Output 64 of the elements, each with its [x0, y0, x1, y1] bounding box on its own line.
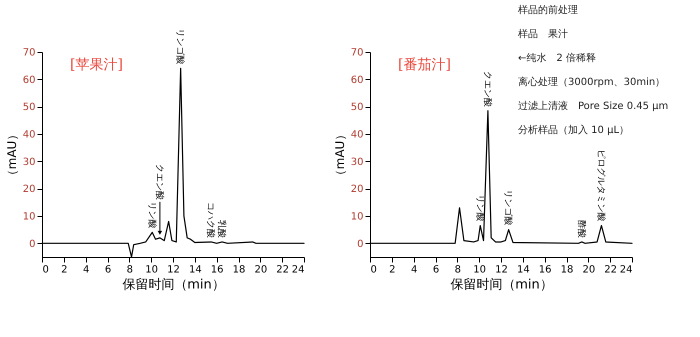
x-tick-label: 18 — [232, 264, 246, 276]
x-tick-label: 12 — [167, 264, 180, 276]
x-tick-label: 16 — [538, 264, 552, 276]
x-tick-label: 6 — [104, 264, 112, 276]
y-tick-label: 40 — [350, 130, 364, 140]
annotation: ←纯水 2 倍稀释 — [518, 52, 596, 64]
y-tick-label: 20 — [350, 184, 364, 196]
annotation: ピログルタミン酸 — [595, 150, 606, 222]
y-tick-label: 60 — [350, 74, 364, 86]
x-tick-label: 24 — [292, 264, 304, 276]
x-tick-label: 20 — [582, 264, 596, 276]
annotation: リンゴ酸 — [502, 190, 514, 226]
annotation: 酢酸 — [576, 220, 587, 238]
x-tick-label: 4 — [82, 264, 90, 276]
y-tick-label: 30 — [350, 156, 364, 168]
y-tick-label: 50 — [350, 102, 364, 114]
y-tick-label: 20 — [22, 184, 36, 196]
x-axis-title: 保留时间（min） — [450, 278, 553, 292]
y-tick-label: 0 — [29, 238, 36, 250]
y-tick-label: 30 — [22, 156, 36, 168]
annotation: クエン酸 — [154, 164, 165, 200]
y-tick-label: 40 — [22, 130, 36, 140]
y-tick-label: 0 — [357, 238, 364, 250]
x-tick-label: 12 — [495, 264, 508, 276]
y-tick-label: 70 — [22, 48, 36, 58]
text: 样品 果汁 — [518, 28, 568, 40]
y-tick-label: 10 — [22, 212, 36, 222]
x-tick-label: 14 — [516, 264, 530, 276]
annotation: クエン酸 — [482, 70, 493, 107]
x-tick-label: 6 — [432, 264, 440, 276]
x-tick-label: 4 — [410, 264, 418, 276]
x-tick-label: 8 — [126, 264, 134, 276]
annotation: 过滤上清液 Pore Size 0.45 μm — [518, 100, 668, 112]
y-axis-title: （mAU） — [332, 128, 347, 182]
x-tick-label: 0 — [42, 264, 49, 276]
y-axis-title: （mAU） — [4, 128, 19, 182]
x-axis-title: 保留时间（min） — [122, 278, 225, 292]
x-tick-label: 10 — [145, 264, 158, 276]
x-tick-label: 14 — [188, 264, 202, 276]
x-tick-label: 8 — [454, 264, 462, 276]
x-tick-label: 18 — [560, 264, 574, 276]
annotation: 分析样品（加入 10 μL） — [518, 124, 630, 136]
chart-title: [番茄汁] — [398, 57, 451, 73]
annotation: リン酸 — [146, 201, 158, 228]
x-tick-label: 22 — [276, 264, 290, 276]
y-tick-label: 60 — [22, 74, 36, 86]
x-tick-label: 20 — [254, 264, 268, 276]
y-tick-label: 50 — [22, 102, 36, 114]
x-tick-label: 2 — [389, 264, 396, 276]
x-tick-label: 22 — [604, 264, 618, 276]
x-tick-label: 2 — [61, 264, 68, 276]
y-tick-label: 10 — [350, 212, 364, 222]
x-tick-label: 16 — [210, 264, 224, 276]
annotation: コハク酸 — [205, 202, 216, 238]
y-tick-label: 70 — [350, 48, 364, 58]
annotation: 乳酸 — [216, 220, 228, 238]
annotation: リンゴ酸 — [174, 28, 186, 64]
x-tick-label: 0 — [370, 264, 377, 276]
x-tick-label: 10 — [473, 264, 486, 276]
annotation: 离心处理（3000rpm、30min） — [518, 76, 666, 88]
text: 样品的前处理 — [518, 4, 578, 16]
x-tick-label: 24 — [620, 264, 632, 276]
chart-title: [苹果汁] — [70, 57, 123, 73]
annotation: リン酸 — [474, 194, 486, 222]
